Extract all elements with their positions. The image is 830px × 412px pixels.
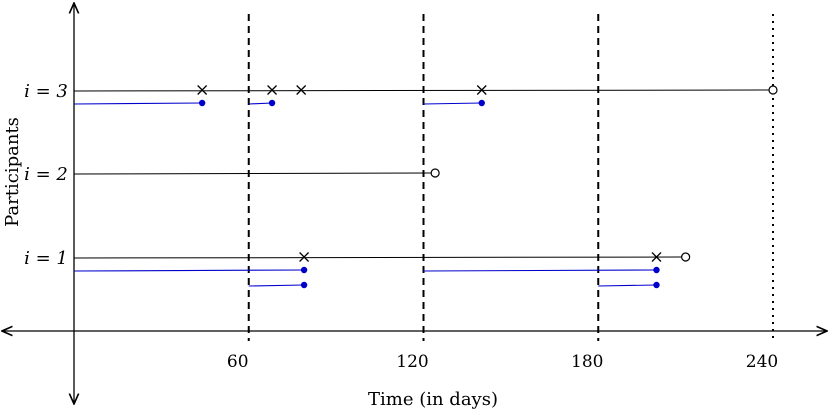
censor-marker (430, 168, 440, 178)
participant-row: i = 1 (24, 248, 691, 289)
followup-line (73, 89, 770, 92)
participant-label: i = 3 (24, 81, 68, 102)
x-tick-labels: 60 120 180 240 (227, 352, 778, 372)
x-tick-label-240: 240 (746, 352, 778, 372)
event-marker (651, 252, 662, 262)
censor-marker (681, 252, 691, 262)
interval-end-dot (198, 99, 206, 107)
event-marker (476, 85, 487, 95)
participant-row: i = 2 (24, 164, 440, 185)
event-marker (299, 252, 310, 262)
participant-label: i = 1 (24, 248, 68, 269)
interval-end-dot (300, 281, 308, 289)
interval-end-dot (653, 281, 660, 289)
interval-line (248, 102, 273, 105)
interval-line (423, 269, 657, 272)
event-marker (197, 85, 208, 95)
interval-end-dot (478, 99, 485, 107)
y-axis-label: Participants (2, 117, 23, 227)
interval-line (248, 284, 305, 287)
event-marker (267, 85, 278, 95)
x-tick-label-180: 180 (571, 352, 603, 372)
interval-line (73, 269, 305, 272)
participant-rows: i = 3 i = 2 i = 1 (24, 81, 778, 289)
interval-line (598, 284, 657, 287)
censor-marker (768, 85, 778, 95)
interval-end-dot (300, 266, 308, 274)
interval-line (423, 102, 482, 105)
interval-end-dot (268, 99, 276, 107)
participant-label: i = 2 (24, 164, 68, 185)
x-tick-label-60: 60 (227, 352, 249, 372)
followup-line (73, 256, 682, 259)
interval-line (73, 102, 203, 105)
interval-end-dot (653, 266, 660, 274)
cutoff-lines (247, 14, 774, 341)
event-marker (296, 85, 307, 95)
x-tick-label-120: 120 (396, 352, 428, 372)
followup-line (73, 172, 432, 175)
x-axis-label: Time (in days) (368, 389, 498, 410)
participant-row: i = 3 (24, 81, 778, 107)
